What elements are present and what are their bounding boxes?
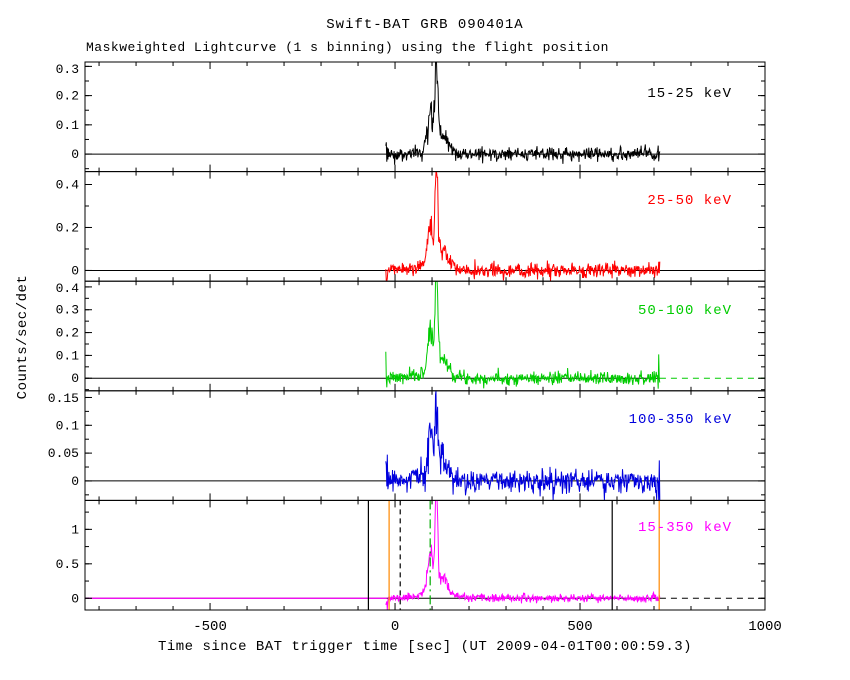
band-label-50-100-kev: 50-100 keV (637, 303, 732, 319)
svg-text:0: 0 (391, 619, 399, 635)
svg-text:0: 0 (71, 147, 79, 162)
svg-text:0.05: 0.05 (48, 446, 79, 461)
band-label-25-50-kev: 25-50 keV (647, 193, 732, 209)
svg-text:0: 0 (71, 371, 79, 386)
svg-text:-500: -500 (193, 619, 227, 635)
svg-text:0.5: 0.5 (56, 557, 79, 572)
svg-text:0.2: 0.2 (56, 220, 79, 235)
svg-text:500: 500 (567, 619, 592, 635)
svg-text:0.15: 0.15 (48, 391, 79, 406)
y-axis-label: Counts/sec/det (15, 274, 31, 400)
chart-subtitle: Maskweighted Lightcurve (1 s binning) us… (86, 40, 609, 55)
svg-text:0: 0 (71, 263, 79, 278)
svg-text:1000: 1000 (748, 619, 782, 635)
svg-text:0: 0 (71, 591, 79, 606)
band-label-15-350-kev: 15-350 keV (637, 520, 732, 536)
svg-text:0.4: 0.4 (56, 281, 80, 296)
svg-text:0.2: 0.2 (56, 89, 79, 104)
band-label-100-350-kev: 100-350 keV (628, 412, 732, 428)
svg-text:0: 0 (71, 474, 79, 489)
svg-text:0.1: 0.1 (56, 348, 80, 363)
svg-text:0.4: 0.4 (56, 177, 80, 192)
x-axis-label: Time since BAT trigger time [sec] (UT 20… (157, 639, 693, 655)
band-label-15-25-kev: 15-25 keV (647, 86, 732, 102)
svg-text:0.2: 0.2 (56, 326, 79, 341)
svg-text:1: 1 (71, 522, 79, 537)
svg-text:0.1: 0.1 (56, 118, 80, 133)
svg-text:0.1: 0.1 (56, 418, 80, 433)
svg-text:0.3: 0.3 (56, 62, 79, 77)
chart-title: Swift-BAT GRB 090401A (326, 17, 524, 33)
svg-text:0.3: 0.3 (56, 303, 79, 318)
